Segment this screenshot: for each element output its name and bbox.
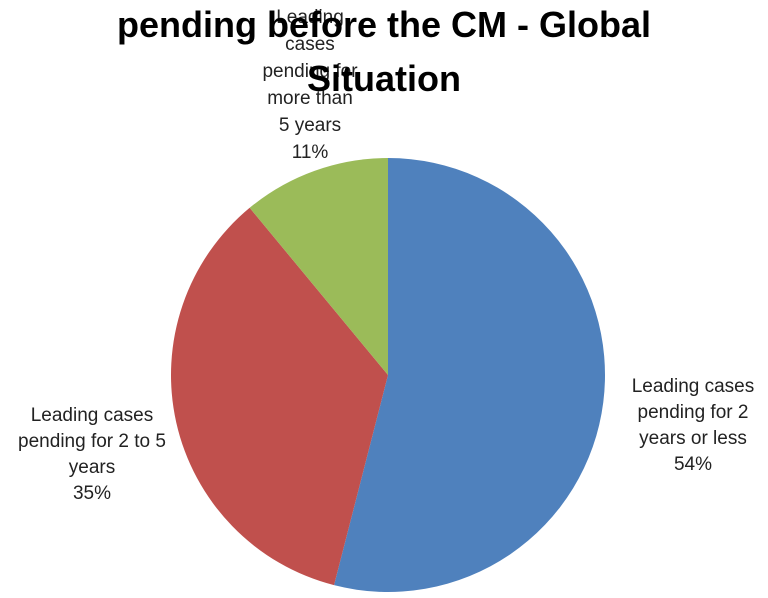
slice-label: Leading cases pending for more than 5 ye… [240,4,380,166]
pie-slice [334,158,605,592]
slice-name: Leading cases pending for 2 to 5 years [18,405,166,478]
pie-slice [170,207,388,586]
slice-value: 11% [291,142,329,163]
slice-label: Leading cases pending for 2 years or les… [612,374,768,478]
chart-title: pending before the CM - Global Situation [117,4,651,99]
slice-value: 54% [673,454,713,475]
pie-slice [249,158,388,375]
slice-name: Leading cases pending for more than 5 ye… [262,7,358,136]
slice-name: Leading cases pending for 2 years or les… [631,376,755,449]
chart-title-box: pending before the CM - Global Situation [0,0,768,106]
slice-label: Leading cases pending for 2 to 5 years 35… [2,403,182,507]
slice-value: 35% [72,483,112,504]
